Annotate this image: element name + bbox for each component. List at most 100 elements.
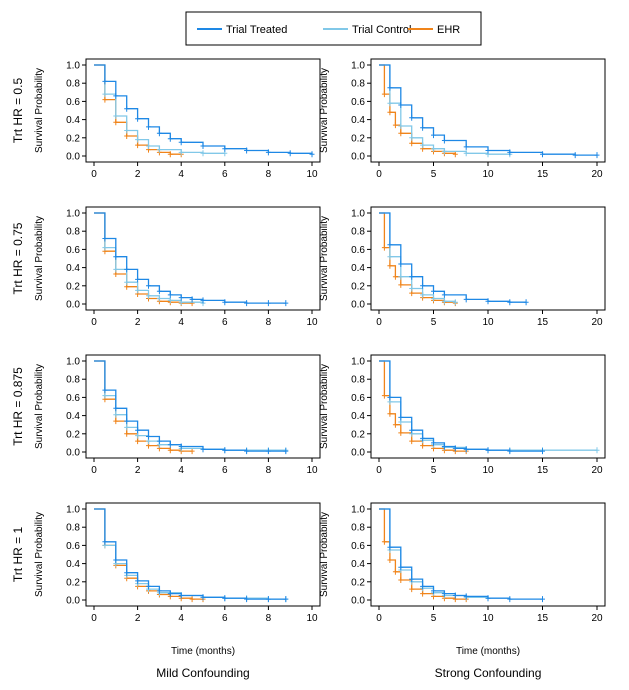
censor-mark-trial-treated xyxy=(113,405,119,412)
censor-mark-ehr xyxy=(387,557,393,563)
plot-frame xyxy=(370,58,606,163)
censor-mark-trial-treated xyxy=(431,587,436,594)
censor-mark-ehr xyxy=(113,418,119,425)
censor-mark-trial-control xyxy=(398,273,404,280)
x-tick-label: 10 xyxy=(306,613,318,624)
censor-mark-trial-treated xyxy=(409,114,415,121)
censor-mark-trial-treated xyxy=(102,387,108,394)
censor-mark-trial-treated xyxy=(135,427,141,434)
censor-mark-trial-treated xyxy=(507,299,513,306)
row-label: Trt HR = 1 xyxy=(11,527,25,583)
x-tick-label: 20 xyxy=(591,169,603,180)
y-tick-label: 0.6 xyxy=(66,97,80,108)
censor-mark-trial-treated xyxy=(431,132,436,139)
y-tick-label: 0.8 xyxy=(66,79,80,90)
censor-mark-trial-control xyxy=(167,297,173,304)
censor-mark-trial-control xyxy=(156,295,162,302)
x-tick-label: 4 xyxy=(178,317,184,328)
y-tick-label: 0.6 xyxy=(66,245,80,256)
censor-mark-trial-treated xyxy=(507,149,513,156)
censor-mark-trial-control xyxy=(124,127,130,134)
censor-mark-trial-treated xyxy=(463,593,469,600)
censor-mark-trial-treated xyxy=(441,443,447,450)
plot-frame xyxy=(85,354,321,459)
censor-mark-trial-control xyxy=(113,113,119,119)
censor-mark-trial-treated xyxy=(156,587,162,594)
y-tick-label: 0.0 xyxy=(66,448,80,459)
censor-mark-trial-treated xyxy=(113,253,119,260)
y-axis-label: Survival Probability xyxy=(34,216,45,301)
y-tick-label: 0.6 xyxy=(351,97,365,108)
x-tick-label: 6 xyxy=(222,169,228,180)
censor-mark-trial-treated xyxy=(200,446,206,453)
y-tick-label: 0.2 xyxy=(66,429,80,440)
column-label-mild: Mild Confounding xyxy=(156,666,249,680)
x-tick-label: 5 xyxy=(431,169,437,180)
censor-mark-trial-control xyxy=(124,279,130,286)
censor-mark-trial-treated xyxy=(507,596,513,603)
plot-frame xyxy=(370,502,606,607)
censor-mark-trial-treated xyxy=(420,124,426,131)
censor-mark-trial-control xyxy=(420,291,426,298)
y-axis-label: Survival Probability xyxy=(34,364,45,449)
legend-label-trial-treated: Trial Treated xyxy=(226,24,287,36)
censor-mark-trial-control xyxy=(431,145,436,152)
censor-mark-trial-treated xyxy=(167,590,173,597)
censor-mark-trial-treated xyxy=(146,282,151,289)
row-label: Trt HR = 0.5 xyxy=(11,78,25,144)
y-tick-label: 0.2 xyxy=(66,133,80,144)
censor-mark-trial-treated xyxy=(146,583,151,590)
censor-mark-trial-treated xyxy=(420,583,426,590)
censor-mark-trial-treated xyxy=(156,288,162,295)
censor-mark-ehr xyxy=(398,577,404,583)
censor-mark-trial-treated xyxy=(398,261,404,267)
y-tick-label: 0.8 xyxy=(66,375,80,386)
y-tick-label: 0.6 xyxy=(351,393,365,404)
plot-frame xyxy=(85,206,321,311)
censor-mark-trial-treated xyxy=(463,143,469,150)
x-tick-label: 5 xyxy=(431,317,437,328)
panel-3-mild: 0.0 0.2 0.4 0.6 0.8 1.0 0 2 4 6 8 10 Survival Probab… xyxy=(11,354,321,476)
x-tick-label: 4 xyxy=(178,169,184,180)
censor-mark-trial-treated xyxy=(102,235,108,242)
censor-mark-trial-treated xyxy=(135,577,141,584)
censor-mark-trial-control xyxy=(146,143,151,149)
censor-mark-ehr xyxy=(398,281,404,288)
censor-mark-trial-treated xyxy=(452,445,458,452)
x-tick-label: 10 xyxy=(306,465,318,476)
x-axis-label-right: Time (months) xyxy=(456,646,520,657)
x-tick-label: 0 xyxy=(91,169,97,180)
censor-mark-trial-control xyxy=(113,266,119,273)
censor-mark-trial-treated xyxy=(265,149,271,156)
censor-mark-trial-treated xyxy=(124,569,130,576)
censor-mark-trial-treated xyxy=(124,266,130,273)
censor-mark-trial-treated xyxy=(189,296,195,303)
censor-mark-ehr xyxy=(102,96,108,103)
censor-mark-ehr xyxy=(124,430,130,437)
y-tick-label: 0.2 xyxy=(351,281,365,292)
censor-mark-trial-treated xyxy=(398,564,404,571)
censor-mark-ehr xyxy=(381,392,387,399)
x-tick-label: 2 xyxy=(135,613,141,624)
y-tick-label: 0.2 xyxy=(351,133,365,144)
censor-mark-trial-treated xyxy=(540,448,545,455)
censor-mark-ehr xyxy=(409,140,415,147)
y-tick-label: 0.2 xyxy=(351,429,365,440)
x-tick-label: 0 xyxy=(91,317,97,328)
censor-mark-trial-treated xyxy=(178,139,184,146)
censor-mark-trial-treated xyxy=(146,123,151,130)
x-tick-label: 2 xyxy=(135,169,141,180)
censor-mark-ehr xyxy=(189,448,195,455)
censor-mark-trial-control xyxy=(594,447,600,454)
censor-mark-trial-control xyxy=(200,150,206,157)
censor-mark-ehr xyxy=(452,151,458,158)
censor-mark-ehr xyxy=(135,438,141,445)
censor-mark-trial-treated xyxy=(265,448,271,455)
x-tick-label: 20 xyxy=(591,613,603,624)
y-tick-label: 1.0 xyxy=(66,357,80,368)
censor-mark-trial-treated xyxy=(167,135,173,142)
x-tick-label: 6 xyxy=(222,613,228,624)
censor-mark-ehr xyxy=(167,151,173,158)
x-tick-label: 10 xyxy=(482,317,494,328)
row-label: Trt HR = 0.875 xyxy=(11,367,25,446)
